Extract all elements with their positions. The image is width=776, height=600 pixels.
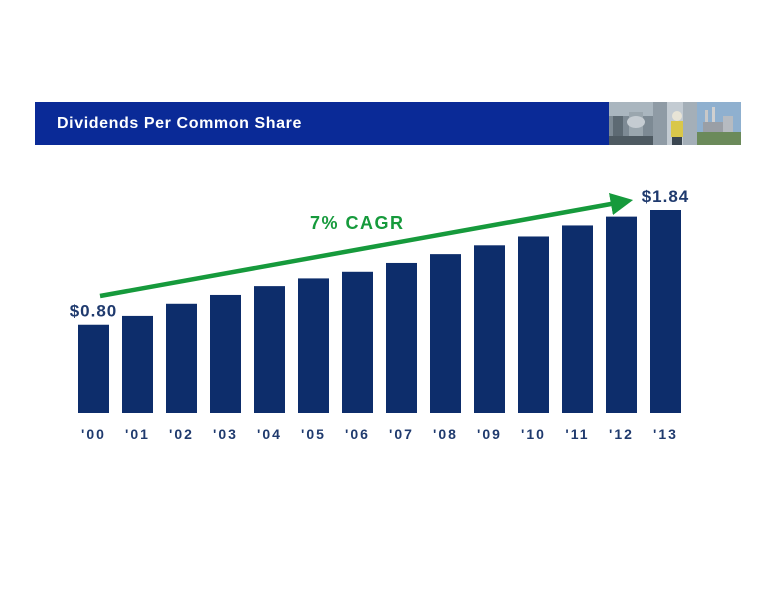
x-tick-label: '05: [301, 426, 326, 442]
photo-industrial-pipes: [609, 102, 653, 145]
bar-3: [210, 294, 241, 413]
bar-10: [518, 236, 549, 413]
x-tick-label: '08: [433, 426, 458, 442]
bar-13: [650, 210, 681, 413]
bar-2: [166, 303, 197, 413]
data-label-13: $1.84: [642, 187, 690, 206]
bar-6: [342, 271, 373, 413]
x-tick-label: '01: [125, 426, 150, 442]
x-tick-label: '10: [521, 426, 546, 442]
bar-12: [606, 216, 637, 413]
x-tick-label: '09: [477, 426, 502, 442]
bar-7: [386, 262, 417, 413]
x-tick-label: '02: [169, 426, 194, 442]
bar-9: [474, 245, 505, 413]
x-tick-label: '11: [565, 426, 589, 442]
photo-power-plant: [697, 102, 741, 145]
x-tick-label: '00: [81, 426, 106, 442]
data-label-0: $0.80: [70, 302, 118, 321]
bar-0: [78, 324, 109, 413]
bar-11: [562, 225, 593, 413]
x-tick-label: '04: [257, 426, 282, 442]
x-tick-label: '13: [653, 426, 678, 442]
x-tick-label: '12: [609, 426, 634, 442]
photo-worker: [653, 102, 697, 145]
bar-1: [122, 315, 153, 413]
bar-5: [298, 278, 329, 413]
bar-4: [254, 286, 285, 413]
x-tick-label: '03: [213, 426, 238, 442]
header-bar: Dividends Per Common Share: [35, 102, 741, 145]
header-photos: [609, 102, 741, 145]
x-tick-label: '06: [345, 426, 370, 442]
page-title: Dividends Per Common Share: [57, 115, 302, 132]
x-tick-label: '07: [389, 426, 414, 442]
cagr-label: 7% CAGR: [310, 213, 405, 233]
bar-8: [430, 254, 461, 413]
cagr-arrow: [99, 192, 634, 299]
